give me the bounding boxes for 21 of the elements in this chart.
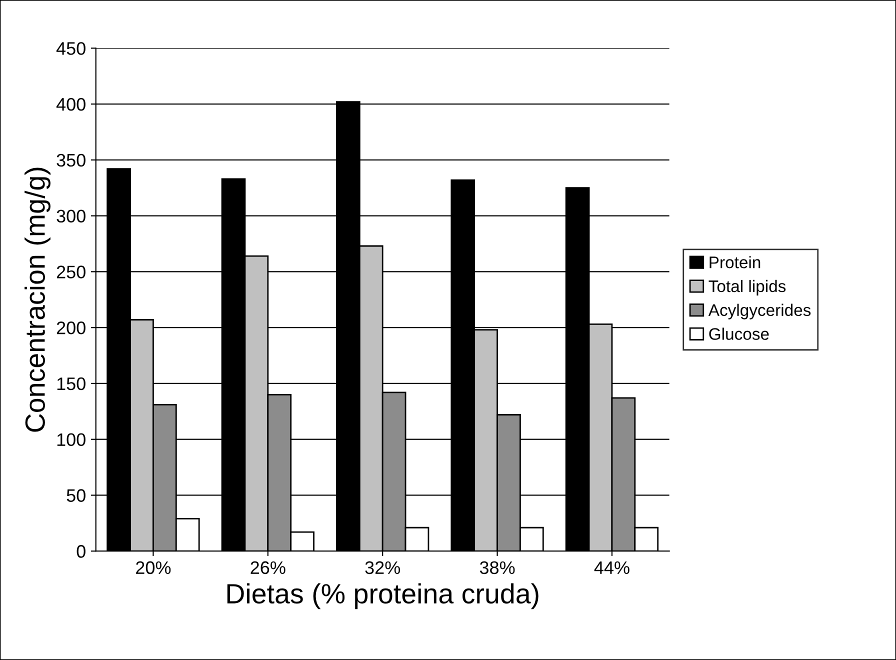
y-tick-label: 50 [66, 489, 86, 502]
legend-label: Acylgycerides [708, 304, 811, 320]
x-tick-label: 32% [365, 561, 400, 574]
legend-label: Total lipids [708, 280, 786, 296]
y-tick-label: 100 [57, 433, 86, 446]
x-tick-label: 44% [594, 561, 630, 574]
legend-label: Glucose [709, 328, 769, 340]
y-tick-label: 450 [56, 42, 86, 55]
x-axis-title: Dietas (% proteina cruda) [227, 583, 538, 610]
x-tick-label: 38% [480, 561, 515, 574]
y-tick-label: 400 [56, 98, 86, 111]
y-tick-label: 150 [57, 377, 86, 390]
y-tick-label: 0 [76, 545, 86, 558]
y-tick-label: 350 [56, 154, 86, 167]
x-tick-label: 20% [136, 561, 171, 574]
y-tick-label: 250 [56, 266, 86, 278]
y-tick-label: 200 [56, 322, 86, 334]
legend-label: Protein [710, 256, 760, 268]
y-axis-title: Concentracion (mg/g) [24, 168, 50, 432]
x-tick-label: 26% [250, 561, 286, 574]
y-tick-label: 300 [56, 210, 86, 223]
